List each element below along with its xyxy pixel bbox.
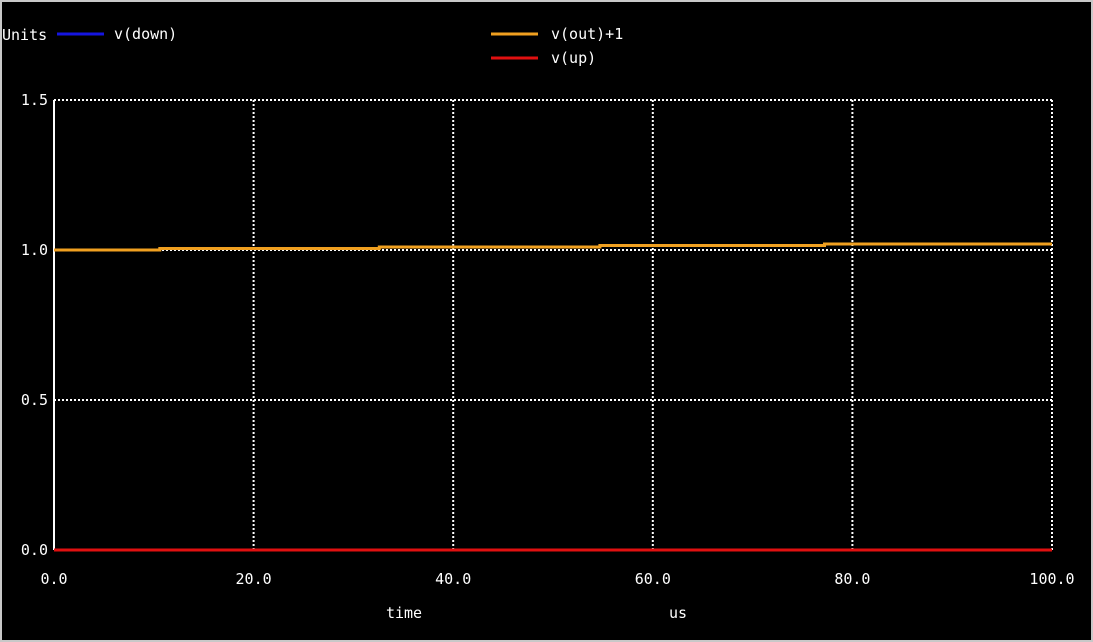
x-axis-unit-label: us <box>669 604 687 622</box>
legend-label: v(down) <box>114 25 177 43</box>
y-tick-label: 1.5 <box>21 91 48 109</box>
series <box>54 242 1052 552</box>
tick-labels: 0.0 20.0 40.0 60.0 80.0 100.0 0.0 0.5 1.0 1.5 <box>21 91 1075 588</box>
x-tick-label: 20.0 <box>236 570 272 588</box>
legend-label: v(out)+1 <box>551 25 623 43</box>
y-tick-label: 0.0 <box>21 541 48 559</box>
legend-label: v(up) <box>551 49 596 67</box>
x-axis-label: time <box>386 604 422 622</box>
x-tick-label: 40.0 <box>435 570 471 588</box>
legend: v(down) v(out)+1 v(up) <box>57 25 623 67</box>
x-tick-label: 80.0 <box>834 570 870 588</box>
x-tick-label: 0.0 <box>40 570 67 588</box>
y-tick-label: 0.5 <box>21 391 48 409</box>
x-tick-label: 100.0 <box>1029 570 1074 588</box>
axes <box>53 100 1052 551</box>
y-axis-label: Units <box>2 26 47 44</box>
y-tick-label: 1.0 <box>21 241 48 259</box>
series-line-1 <box>54 242 1052 252</box>
grid <box>54 99 1053 550</box>
x-tick-label: 60.0 <box>635 570 671 588</box>
